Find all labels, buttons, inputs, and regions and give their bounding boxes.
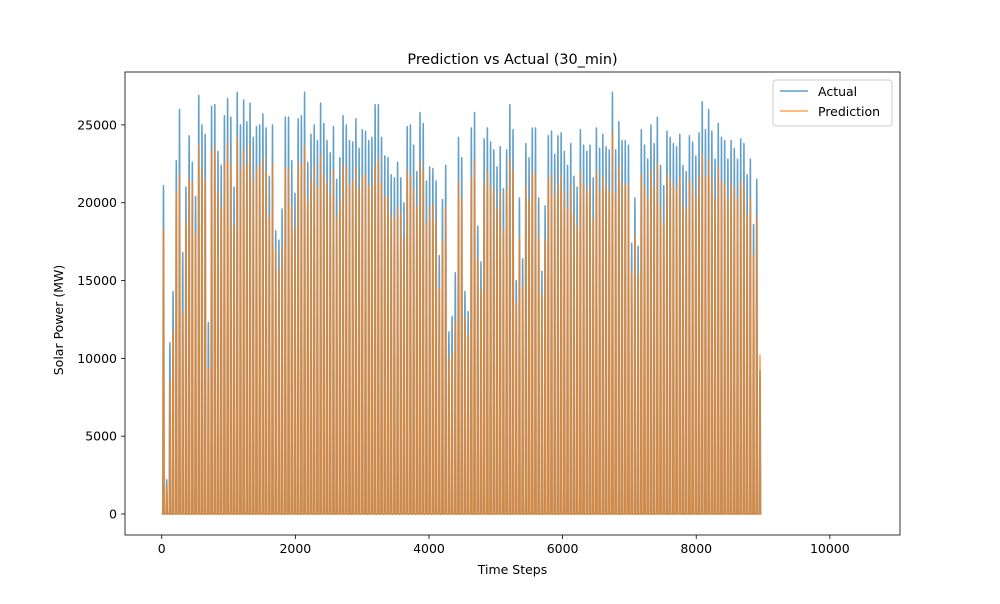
- legend-label-actual: Actual: [818, 84, 857, 99]
- x-tick-label: 10000: [810, 541, 850, 556]
- series-line-prediction: [161, 131, 762, 515]
- y-tick-label: 25000: [77, 117, 117, 132]
- x-tick-label: 0: [158, 541, 166, 556]
- y-tick-label: 5000: [85, 429, 117, 444]
- x-axis-label: Time Steps: [477, 562, 548, 577]
- y-axis-label: Solar Power (MW): [51, 265, 66, 376]
- legend: Actual Prediction: [772, 79, 893, 127]
- y-tick-label: 0: [109, 506, 117, 521]
- x-tick-label: 6000: [547, 541, 579, 556]
- ticks-layer: 0 2000 4000 6000 8000 10000 0 5000 10000 15000 200…: [77, 117, 850, 556]
- x-tick-label: 2000: [279, 541, 311, 556]
- y-tick-label: 20000: [77, 195, 117, 210]
- legend-label-prediction: Prediction: [818, 104, 880, 119]
- x-tick-label: 4000: [413, 541, 445, 556]
- plot-frame: [124, 71, 901, 536]
- y-tick-label: 15000: [77, 273, 117, 288]
- x-tick-label: 8000: [680, 541, 712, 556]
- y-tick-label: 10000: [77, 351, 117, 366]
- chart-title: Prediction vs Actual (30_min): [407, 52, 617, 68]
- series-layer: [161, 91, 762, 515]
